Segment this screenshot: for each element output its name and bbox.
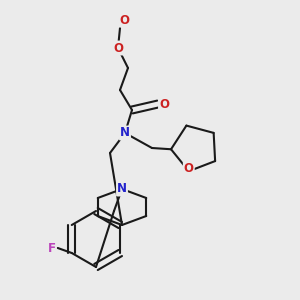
Text: O: O bbox=[159, 98, 169, 110]
Text: O: O bbox=[184, 162, 194, 175]
Text: O: O bbox=[119, 14, 129, 26]
Text: O: O bbox=[113, 41, 123, 55]
Text: N: N bbox=[120, 127, 130, 140]
Text: F: F bbox=[48, 242, 56, 254]
Text: N: N bbox=[117, 182, 127, 196]
